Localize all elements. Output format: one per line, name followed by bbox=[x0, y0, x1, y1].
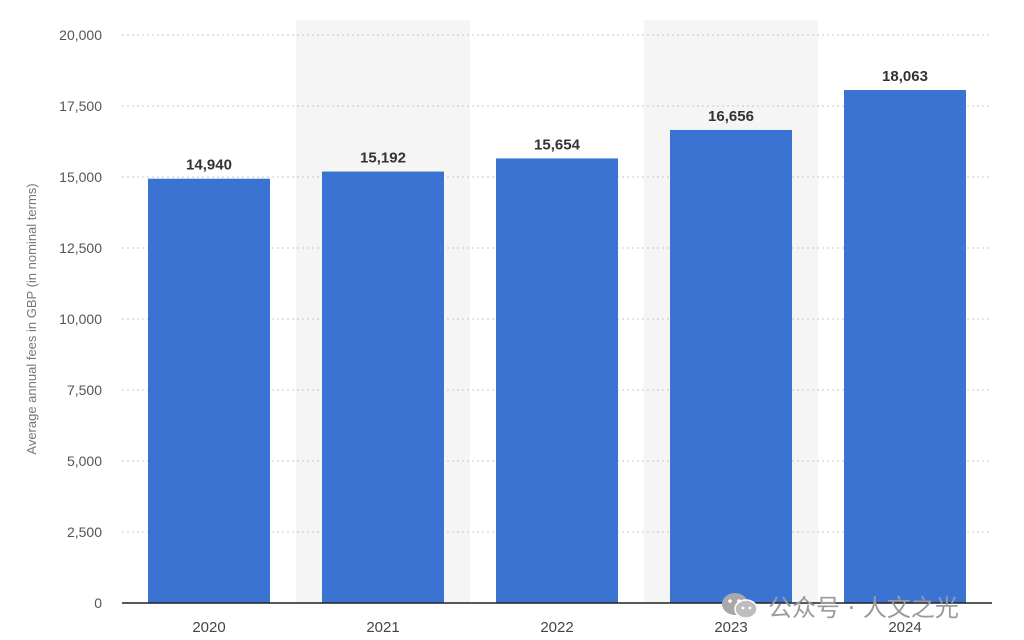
x-tick-label-2021: 2021 bbox=[366, 619, 399, 636]
bar-2020 bbox=[148, 178, 270, 604]
y-tick-label-0: 0 bbox=[94, 595, 102, 611]
watermark-text: 公众号 · 人文之光 bbox=[768, 594, 959, 622]
y-tick-label-15000: 15,000 bbox=[59, 169, 102, 185]
y-tick-label-2500: 2,500 bbox=[67, 524, 102, 540]
bar-2024 bbox=[844, 90, 966, 603]
y-tick-label-17500: 17,500 bbox=[59, 98, 102, 114]
data-label-2022: 15,654 bbox=[534, 136, 581, 153]
wechat-icon bbox=[722, 592, 758, 619]
data-label-2021: 15,192 bbox=[360, 150, 406, 167]
bar-2023 bbox=[670, 129, 792, 603]
y-tick-label-7500: 7,500 bbox=[67, 382, 102, 398]
x-tick-label-2020: 2020 bbox=[192, 619, 225, 636]
data-label-2023: 16,656 bbox=[708, 108, 754, 125]
y-axis-title: Average annual fees in GBP (in nominal t… bbox=[24, 183, 39, 454]
y-tick-label-12500: 12,500 bbox=[59, 240, 102, 256]
y-tick-label-20000: 20,000 bbox=[59, 27, 102, 43]
y-tick-label-5000: 5,000 bbox=[67, 453, 102, 469]
data-label-2024: 18,063 bbox=[882, 68, 928, 85]
bar-2021 bbox=[322, 171, 444, 604]
data-label-2020: 14,940 bbox=[186, 157, 232, 174]
x-tick-label-2024: 2024 bbox=[888, 619, 921, 636]
y-tick-label-10000: 10,000 bbox=[59, 311, 102, 327]
x-tick-label-2023: 2023 bbox=[714, 619, 747, 636]
bar-2022 bbox=[496, 158, 618, 604]
x-tick-label-2022: 2022 bbox=[540, 619, 573, 636]
watermark: 公众号 · 人文之光 bbox=[720, 588, 959, 623]
